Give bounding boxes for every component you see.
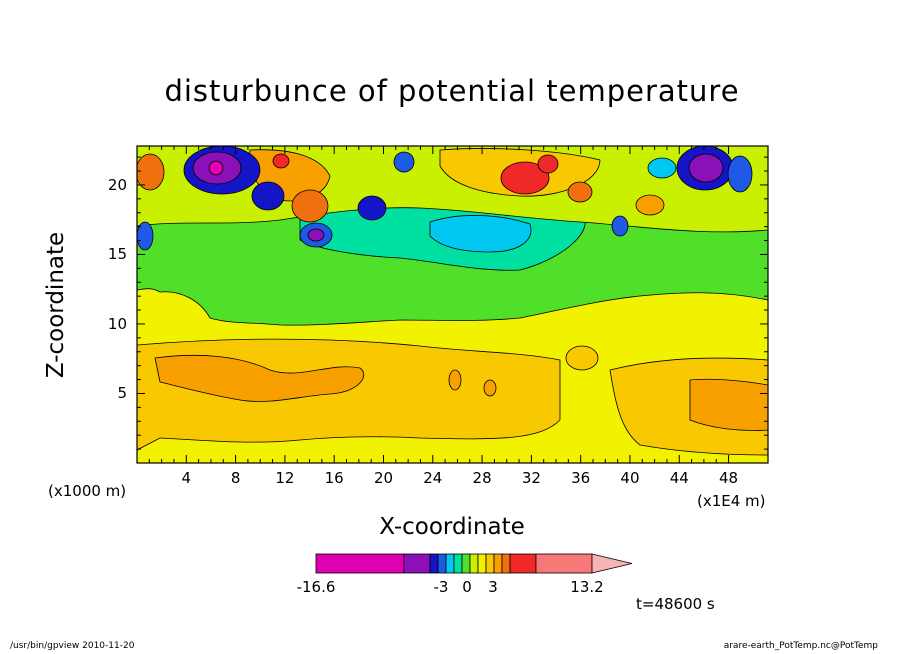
contour-small-1 xyxy=(448,369,462,391)
x-tick-label: 12 xyxy=(275,469,295,487)
footer-left: /usr/bin/gpview 2010-11-20 xyxy=(10,641,135,651)
contour-orange-left xyxy=(137,153,165,191)
x-tick-label: 20 xyxy=(373,469,394,487)
x-tick-label: 44 xyxy=(669,469,689,487)
time-label: t=48600 s xyxy=(636,595,715,613)
plot-frame xyxy=(136,145,769,464)
contour-blue-5 xyxy=(393,151,415,173)
colorbar-segment xyxy=(469,553,479,574)
contour-purple-3 xyxy=(307,228,325,242)
contour-blue-left xyxy=(137,221,154,251)
colorbar-mid-label-3: 3 xyxy=(488,578,498,596)
y-tick-label: 15 xyxy=(107,245,127,264)
x-unit-right: (x1E4 m) xyxy=(697,492,766,510)
colorbar-segment xyxy=(429,553,439,574)
colorbar-max-label: 13.2 xyxy=(570,578,604,596)
x-tick-label: 36 xyxy=(571,469,591,487)
contour-red-small xyxy=(272,153,290,169)
contour-blue-4 xyxy=(357,195,387,221)
contour-lightblue xyxy=(429,215,532,253)
y-tick-label: 10 xyxy=(107,314,127,333)
colorbar-mid-label-1: -3 xyxy=(433,578,449,596)
colorbar-segment xyxy=(403,553,431,574)
x-axis-label: X-coordinate xyxy=(379,514,525,540)
colorbar-arrow xyxy=(591,553,633,574)
colorbar-segment xyxy=(461,553,471,574)
contour-small-2 xyxy=(483,379,497,397)
contour-cyan-7 xyxy=(647,157,677,179)
x-tick-marks xyxy=(148,146,730,463)
x-tick-label: 48 xyxy=(719,469,739,487)
contour-blue-2 xyxy=(251,181,285,211)
contour-orange-right xyxy=(567,181,593,203)
chart-title: disturbunce of potential temperature xyxy=(164,74,740,108)
contour-blue-7 xyxy=(611,215,629,237)
contour-red-1 xyxy=(500,161,550,195)
x-tick-label: 24 xyxy=(423,469,443,487)
footer-right: arare-earth_PotTemp.nc@PotTemp xyxy=(723,641,878,651)
colorbar-min-label: -16.6 xyxy=(296,578,336,596)
x-tick-label: 8 xyxy=(230,469,241,487)
y-tick-label: 20 xyxy=(107,175,127,194)
x-tick-label: 28 xyxy=(472,469,492,487)
contour-magenta-1 xyxy=(208,160,224,176)
colorbar-segment xyxy=(315,553,405,574)
colorbar-mid-label-2: 0 xyxy=(462,578,472,596)
x-tick-label: 40 xyxy=(620,469,640,487)
y-tick-marks xyxy=(137,156,768,450)
colorbar-segment xyxy=(437,553,447,574)
x-tick-label: 32 xyxy=(521,469,541,487)
y-axis-label: Z-coordinate xyxy=(43,231,69,379)
contour-fill-group xyxy=(137,146,768,463)
x-tick-label: 4 xyxy=(181,469,192,487)
contour-small-3 xyxy=(565,345,599,371)
contour-lower-darkorange xyxy=(154,354,365,402)
colorbar-segment xyxy=(509,553,537,574)
colorbar-segment xyxy=(453,553,463,574)
contour-red-2 xyxy=(537,154,559,174)
contour-purple-6 xyxy=(688,153,724,183)
colorbar-segment xyxy=(445,553,455,574)
contour-blue-8 xyxy=(727,155,753,193)
colorbar-segment xyxy=(501,553,511,574)
x-unit-left: (x1000 m) xyxy=(48,482,127,500)
colorbar-segment xyxy=(493,553,503,574)
contour-orange-r2 xyxy=(635,194,665,216)
colorbar-segment xyxy=(477,553,487,574)
contour-right-darkorange xyxy=(689,378,768,431)
x-tick-label: 16 xyxy=(324,469,344,487)
contour-orange-mid xyxy=(291,189,329,223)
colorbar-segment xyxy=(485,553,495,574)
y-tick-label: 5 xyxy=(117,384,127,403)
colorbar xyxy=(315,553,633,574)
colorbar-segment xyxy=(535,553,593,574)
